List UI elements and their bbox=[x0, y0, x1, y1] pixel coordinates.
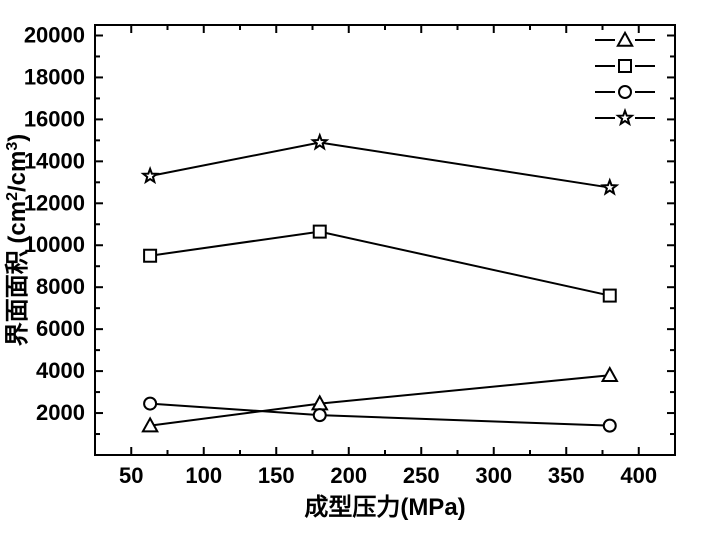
svg-text:14000: 14000 bbox=[24, 148, 85, 173]
svg-text:100: 100 bbox=[185, 463, 222, 488]
svg-text:50: 50 bbox=[119, 463, 143, 488]
svg-text:250: 250 bbox=[403, 463, 440, 488]
svg-text:300: 300 bbox=[475, 463, 512, 488]
svg-text:350: 350 bbox=[548, 463, 585, 488]
svg-text:10000: 10000 bbox=[24, 232, 85, 257]
svg-text:20000: 20000 bbox=[24, 22, 85, 47]
svg-text:2000: 2000 bbox=[36, 400, 85, 425]
chart-container: 50 100 150 200 250 300 350 400 2000 4000 6000 8000 1… bbox=[0, 0, 715, 537]
svg-text:200: 200 bbox=[330, 463, 367, 488]
svg-text:400: 400 bbox=[620, 463, 657, 488]
svg-text:18000: 18000 bbox=[24, 64, 85, 89]
svg-text:成型压力(MPa): 成型压力(MPa) bbox=[304, 494, 465, 521]
svg-text:150: 150 bbox=[258, 463, 295, 488]
svg-text:12000: 12000 bbox=[24, 190, 85, 215]
line-chart: 50 100 150 200 250 300 350 400 2000 4000 6000 8000 1… bbox=[0, 0, 715, 537]
svg-text:6000: 6000 bbox=[36, 316, 85, 341]
svg-text:16000: 16000 bbox=[24, 106, 85, 131]
svg-text:8000: 8000 bbox=[36, 274, 85, 299]
svg-text:界面面积 (cm2/cm3): 界面面积 (cm2/cm3) bbox=[4, 134, 32, 347]
svg-text:4000: 4000 bbox=[36, 358, 85, 383]
